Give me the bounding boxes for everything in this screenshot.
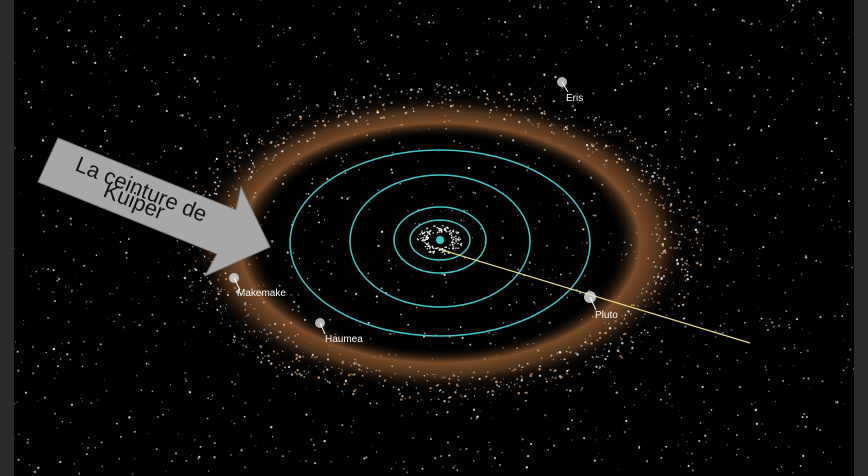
- dwarf-planet-makemake: Makemake: [229, 273, 286, 299]
- dwarf-planet-eris: Eris: [557, 77, 583, 104]
- orbit-saturn: [393, 206, 487, 274]
- eris-label: Eris: [566, 93, 583, 104]
- callout-arrow-shape: [37, 137, 271, 278]
- haumea-label: Haumea: [325, 334, 363, 345]
- inner-asteroid-belt: [416, 224, 463, 255]
- dwarf-planet-pluto: Pluto: [584, 291, 618, 321]
- orbit-jupiter: [409, 219, 471, 261]
- dwarf-planet-haumea: Haumea: [315, 318, 363, 345]
- trajectory-line: [441, 249, 751, 344]
- orbit-uranus: [349, 174, 531, 308]
- planet-orbits: [289, 149, 591, 337]
- kuiper-belt-svg: Eris Makemake Haumea Pluto La ceinture d…: [14, 0, 854, 475]
- pluto-label: Pluto: [595, 310, 618, 321]
- kuiper-belt-image: Eris Makemake Haumea Pluto La ceinture d…: [14, 0, 854, 476]
- orbit-neptune: [289, 149, 591, 337]
- sun-marker: [436, 236, 444, 244]
- makemake-label: Makemake: [237, 288, 286, 299]
